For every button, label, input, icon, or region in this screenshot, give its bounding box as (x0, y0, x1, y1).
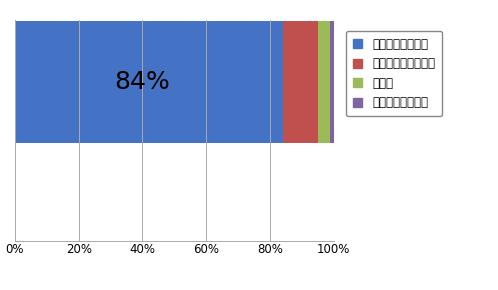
Bar (331, 21, 334, 143)
Bar (283, 21, 318, 143)
Bar (15, 21, 283, 143)
Text: 84%: 84% (115, 70, 170, 94)
Legend: わかりやすかった, どちらともいえない, その他, わかりにくかった: わかりやすかった, どちらともいえない, その他, わかりにくかった (346, 31, 442, 116)
Bar (318, 21, 331, 143)
